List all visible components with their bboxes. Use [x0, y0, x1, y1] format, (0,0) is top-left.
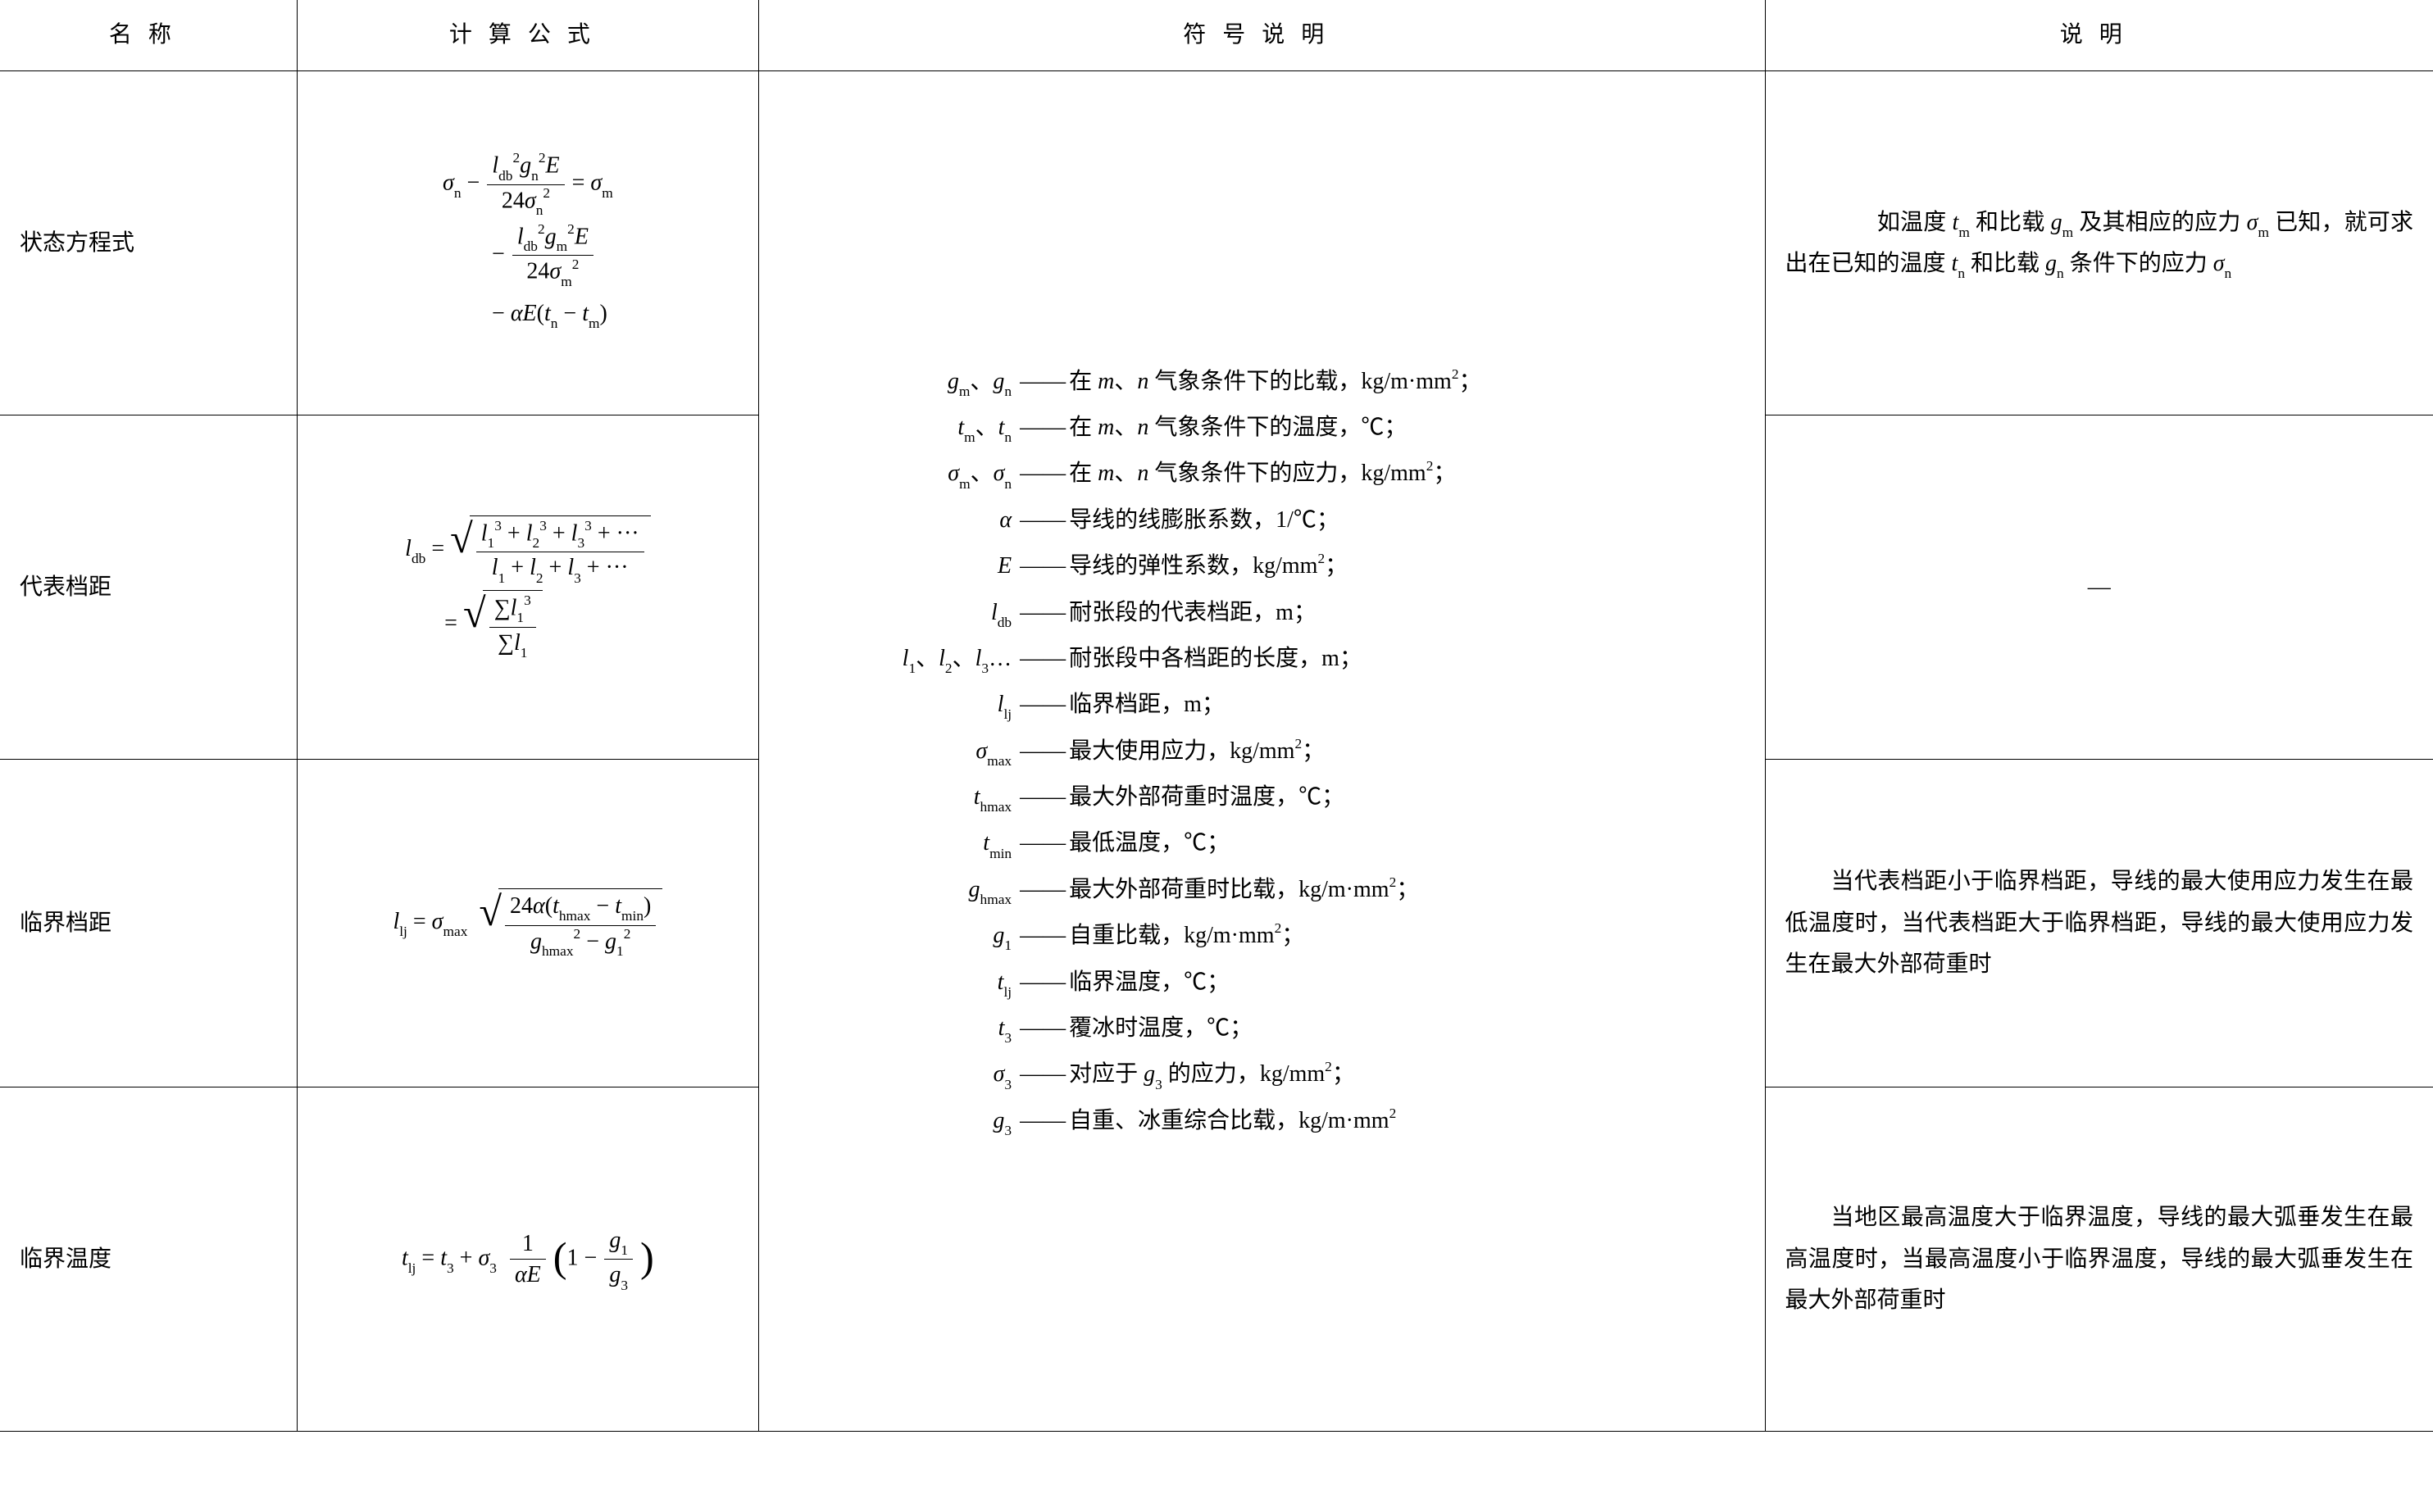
symbol-row: σmax——最大使用应力，kg/mm2； [803, 731, 1720, 772]
row-name: 代表档距 [0, 415, 297, 760]
symbol-row: α——导线的线膨胀系数，1/℃； [803, 500, 1720, 541]
symbol-row: t3——覆冰时温度，℃； [803, 1008, 1720, 1049]
symbol-row: ghmax——最大外部荷重时比载，kg/m·mm2； [803, 870, 1720, 910]
symbol-row: g1——自重比载，kg/m·mm2； [803, 915, 1720, 956]
symbol-row: tlj——临界温度，℃； [803, 962, 1720, 1003]
symbol-row: tmin——最低温度，℃； [803, 823, 1720, 864]
desc-text: 条件下的应力 [2064, 251, 2213, 276]
symbol-row: E——导线的弹性系数，kg/mm2； [803, 546, 1720, 587]
row-desc: — [1765, 415, 2433, 760]
desc-text: 和比载 [1970, 210, 2051, 235]
page: 名称 计算公式 符号说明 说明 状态方程式 σn − ldb2gn2E 24σn… [0, 0, 2433, 1512]
symbol-list: gm、gn——在 m、n 气象条件下的比载，kg/m·mm2； tm、tn——在… [779, 340, 1744, 1164]
desc-text: 及其相应的应力 [2073, 210, 2246, 235]
row-desc: 如温度 tm 和比载 gm 及其相应的应力 σm 已知，就可求出在已知的温度 t… [1765, 71, 2433, 415]
symbol-row: tm、tn——在 m、n 气象条件下的温度，℃； [803, 407, 1720, 448]
symbol-row: σ3——对应于 g3 的应力，kg/mm2； [803, 1054, 1720, 1095]
header-formula: 计算公式 [297, 0, 758, 71]
symbol-row: thmax——最大外部荷重时温度，℃； [803, 777, 1720, 818]
row-formula: tlj = t3 + σ3 1αE (1 − g1g3 ) [297, 1087, 758, 1432]
header-name: 名称 [0, 0, 297, 71]
row-name: 临界档距 [0, 760, 297, 1087]
symbol-definitions-cell: gm、gn——在 m、n 气象条件下的比载，kg/m·mm2； tm、tn——在… [759, 71, 1765, 1432]
row-name: 状态方程式 [0, 71, 297, 415]
parameter-table: 名称 计算公式 符号说明 说明 状态方程式 σn − ldb2gn2E 24σn… [0, 0, 2433, 1432]
table-header-row: 名称 计算公式 符号说明 说明 [0, 0, 2433, 71]
row-formula: llj = σmax √ 24α(thmax − tmin) ghmax2 − … [297, 760, 758, 1087]
header-desc: 说明 [1765, 0, 2433, 71]
row-formula: σn − ldb2gn2E 24σn2 = σm − ldb2gm2E 24σm… [297, 71, 758, 415]
header-symbols: 符号说明 [759, 0, 1765, 71]
desc-text: 如温度 [1831, 210, 1953, 235]
row-name: 临界温度 [0, 1087, 297, 1432]
row-desc: 当代表档距小于临界档距，导线的最大使用应力发生在最低温度时，当代表档距大于临界档… [1765, 760, 2433, 1087]
symbol-row: llj——临界档距，m； [803, 684, 1720, 725]
row-desc: 当地区最高温度大于临界温度，导线的最大弧垂发生在最高温度时，当最高温度小于临界温… [1765, 1087, 2433, 1432]
row-formula: ldb = √ l13 + l23 + l33 + ··· l1 + l2 + … [297, 415, 758, 760]
symbol-row: gm、gn——在 m、n 气象条件下的比载，kg/m·mm2； [803, 361, 1720, 402]
symbol-row: ldb——耐张段的代表档距，m； [803, 593, 1720, 633]
desc-text: 和比载 [1965, 251, 2045, 276]
symbol-row: σm、σn——在 m、n 气象条件下的应力，kg/mm2； [803, 453, 1720, 494]
symbol-row: g3——自重、冰重综合比载，kg/m·mm2 [803, 1101, 1720, 1142]
symbol-row: l1、l2、l3…——耐张段中各档距的长度，m； [803, 638, 1720, 679]
table-row: 状态方程式 σn − ldb2gn2E 24σn2 = σm − [0, 71, 2433, 415]
